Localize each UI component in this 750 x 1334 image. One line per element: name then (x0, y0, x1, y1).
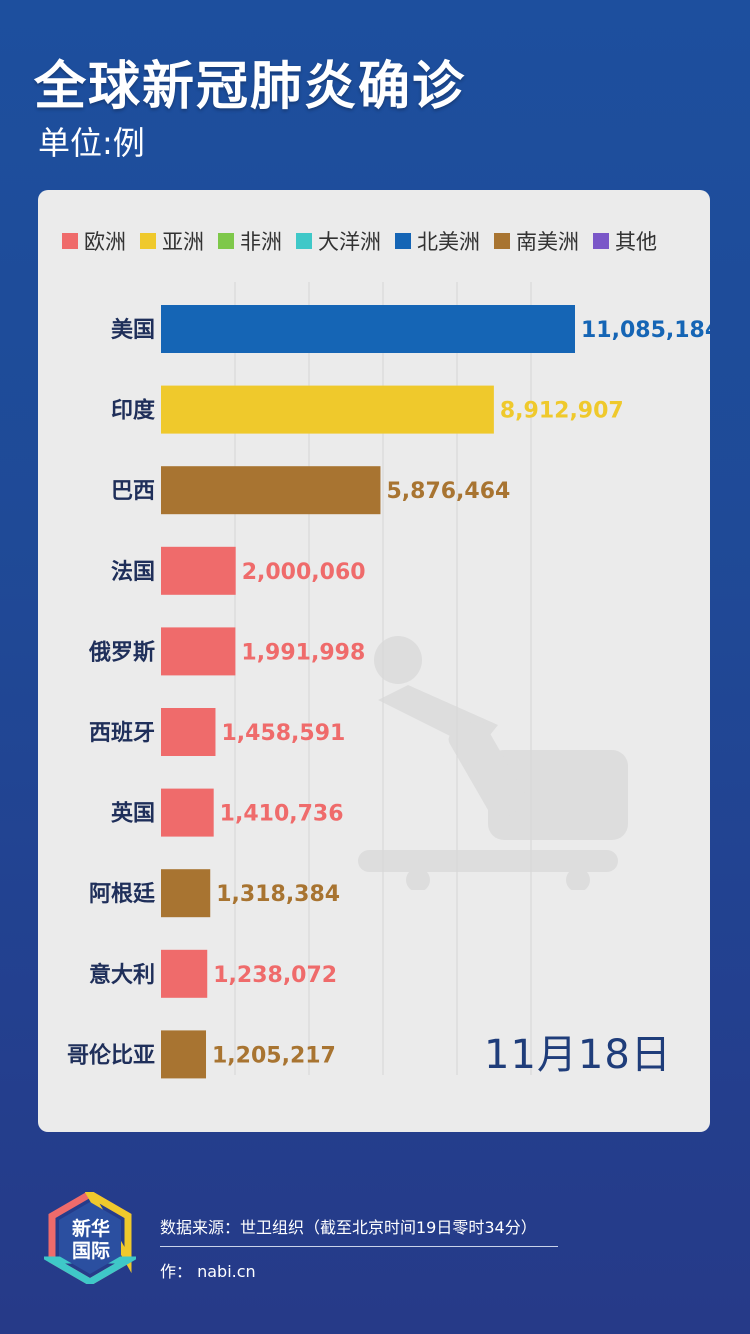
category-label: 俄罗斯 (88, 639, 155, 665)
value-label: 8,912,907 (500, 399, 624, 424)
legend-item: 亚洲 (140, 226, 204, 256)
legend-label: 北美洲 (417, 230, 480, 254)
bar (161, 627, 236, 676)
bar (161, 1030, 207, 1079)
legend-label: 非洲 (240, 230, 282, 254)
legend-label: 南美洲 (516, 230, 579, 254)
category-label: 阿根廷 (89, 882, 156, 907)
legend-swatch (218, 233, 234, 249)
legend-label: 其他 (615, 230, 657, 254)
value-label: 1,458,591 (221, 721, 345, 746)
legend-swatch (140, 233, 156, 249)
unit-label: 单位:例 (38, 124, 145, 162)
bar (161, 708, 216, 756)
value-label: 1,205,217 (212, 1043, 336, 1068)
category-label: 法国 (111, 560, 155, 585)
bar (161, 788, 214, 837)
category-label: 西班牙 (89, 721, 155, 746)
date-label: 11月18日 (484, 1032, 672, 1078)
legend-item: 南美洲 (494, 226, 579, 256)
legend-item: 非洲 (218, 226, 282, 256)
chart-panel: 欧洲 亚洲 非洲 大洋洲 北美洲 南美洲 其他 美国 11,085,184 印度 8,912,90… (38, 190, 710, 1132)
category-label: 意大利 (89, 962, 155, 988)
value-label: 1,991,998 (241, 640, 365, 665)
legend-label: 欧洲 (84, 230, 126, 254)
bar (161, 546, 236, 595)
category-label: 英国 (111, 802, 155, 827)
logo-text: 新华国际 (71, 1218, 110, 1262)
value-label: 2,000,060 (242, 560, 366, 585)
bar (161, 949, 208, 998)
legend-item: 欧洲 (62, 226, 126, 256)
legend-item: 北美洲 (395, 226, 480, 256)
bar (161, 869, 211, 918)
bar (161, 305, 575, 353)
legend-swatch (62, 233, 78, 249)
legend-swatch (593, 233, 609, 249)
legend-swatch (395, 233, 411, 249)
legend-label: 大洋洲 (318, 230, 381, 254)
legend-item: 其他 (593, 226, 657, 256)
bar-chart: 美国 11,085,184 印度 8,912,907 巴西 5,876,464 法国 2,00… (67, 282, 710, 1079)
category-label: 印度 (111, 398, 156, 424)
value-label: 1,238,072 (213, 963, 337, 988)
watermark-icon (358, 636, 628, 890)
chart-title: 全球新冠肺炎确诊 (34, 57, 467, 117)
legend-item: 大洋洲 (296, 226, 381, 256)
bar (161, 385, 494, 434)
category-label: 美国 (111, 317, 155, 343)
value-label: 5,876,464 (386, 479, 510, 504)
data-source: 数据来源：世卫组织（截至北京时间19日零时34分） (160, 1218, 537, 1237)
xinhua-logo-icon (44, 1192, 136, 1284)
legend-swatch (494, 233, 510, 249)
category-label: 巴西 (111, 479, 155, 504)
author-credit: 作： nabi.cn (160, 1262, 256, 1281)
legend-swatch (296, 233, 312, 249)
value-label: 1,318,384 (216, 882, 340, 907)
value-label: 1,410,736 (220, 802, 344, 827)
category-label: 哥伦比亚 (67, 1042, 155, 1068)
legend: 欧洲 亚洲 非洲 大洋洲 北美洲 南美洲 其他 (62, 226, 657, 256)
legend-label: 亚洲 (162, 230, 204, 254)
value-label: 11,085,184 (581, 318, 710, 343)
footer-divider (160, 1246, 558, 1247)
bar (161, 466, 381, 515)
